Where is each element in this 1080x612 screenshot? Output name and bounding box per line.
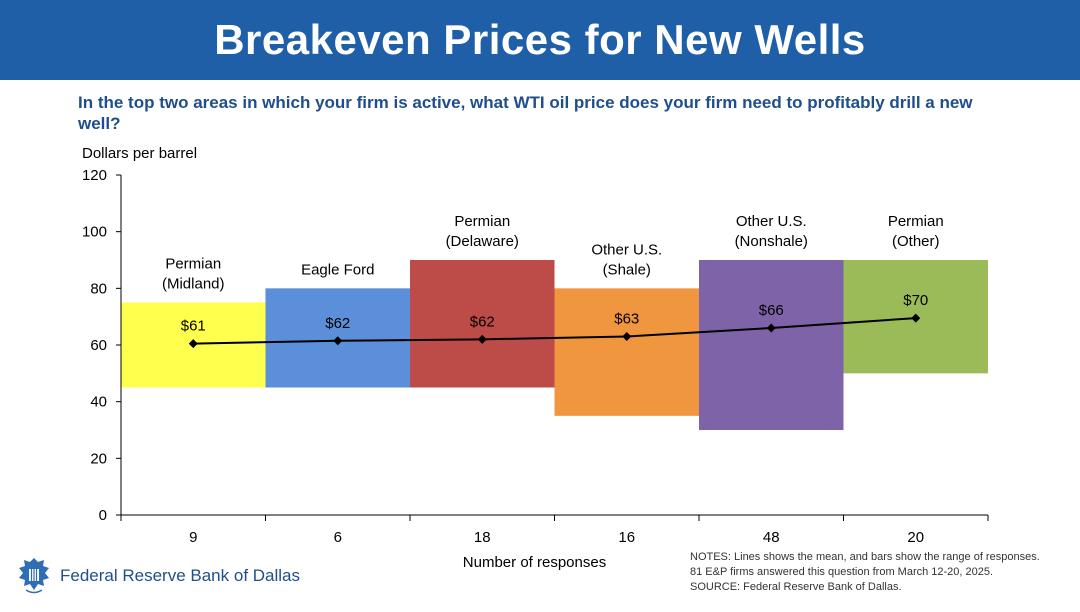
x-tick-label: 16 (618, 529, 635, 546)
data-label: $66 (759, 302, 784, 319)
category-label: Other U.S. (591, 241, 662, 258)
data-label: $61 (181, 318, 206, 335)
x-axis-label: Number of responses (463, 554, 606, 571)
y-tick-label: 0 (99, 507, 107, 524)
mean-marker (766, 323, 776, 333)
category-label: Permian (454, 213, 510, 230)
note-line: 81 E&P firms answered this question from… (690, 566, 994, 578)
y-tick-label: 80 (90, 280, 107, 297)
category-label: (Other) (892, 233, 940, 250)
range-bar (699, 260, 844, 430)
mean-marker (333, 336, 343, 346)
mean-marker (188, 339, 198, 349)
category-label: Other U.S. (736, 213, 807, 230)
x-tick-label: 18 (474, 529, 491, 546)
eagle-seal-icon (19, 558, 49, 594)
category-label: (Midland) (162, 276, 225, 293)
logo-text: Federal Reserve Bank of Dallas (60, 566, 301, 585)
chart-notes: NOTES: Lines shows the mean, and bars sh… (690, 550, 1075, 595)
category-label: (Shale) (603, 261, 651, 278)
category-label: (Nonshale) (735, 233, 808, 250)
note-line: SOURCE: Federal Reserve Bank of Dallas. (690, 581, 902, 593)
data-label: $62 (325, 315, 350, 332)
y-tick-label: 40 (90, 394, 107, 411)
y-tick-label: 20 (90, 450, 107, 467)
mean-marker (911, 313, 921, 323)
category-label: Permian (888, 213, 944, 230)
page-title: Breakeven Prices for New Wells (214, 16, 866, 63)
y-axis-label: Dollars per barrel (82, 145, 197, 162)
category-label: Permian (165, 256, 221, 273)
mean-marker (622, 332, 632, 341)
survey-question: In the top two areas in which your firm … (78, 93, 973, 133)
range-bar (554, 288, 699, 416)
data-label: $62 (470, 313, 495, 330)
mean-line (193, 317, 916, 345)
range-bar (410, 260, 555, 388)
x-tick-label: 9 (189, 529, 197, 546)
y-tick-label: 120 (82, 167, 107, 184)
note-line: NOTES: Lines shows the mean, and bars sh… (690, 551, 1040, 563)
title-banner: Breakeven Prices for New Wells (0, 0, 1080, 80)
data-label: $70 (903, 292, 928, 309)
x-tick-label: 48 (763, 529, 780, 546)
y-tick-label: 100 (82, 224, 107, 241)
x-tick-label: 20 (907, 529, 924, 546)
fed-dallas-logo: Federal Reserve Bank of Dallas (16, 556, 300, 596)
category-label: (Delaware) (446, 233, 519, 250)
x-tick-label: 6 (334, 529, 342, 546)
mean-marker (477, 334, 487, 344)
y-tick-label: 60 (90, 337, 107, 354)
category-label: Eagle Ford (301, 261, 374, 278)
data-label: $63 (614, 311, 639, 328)
